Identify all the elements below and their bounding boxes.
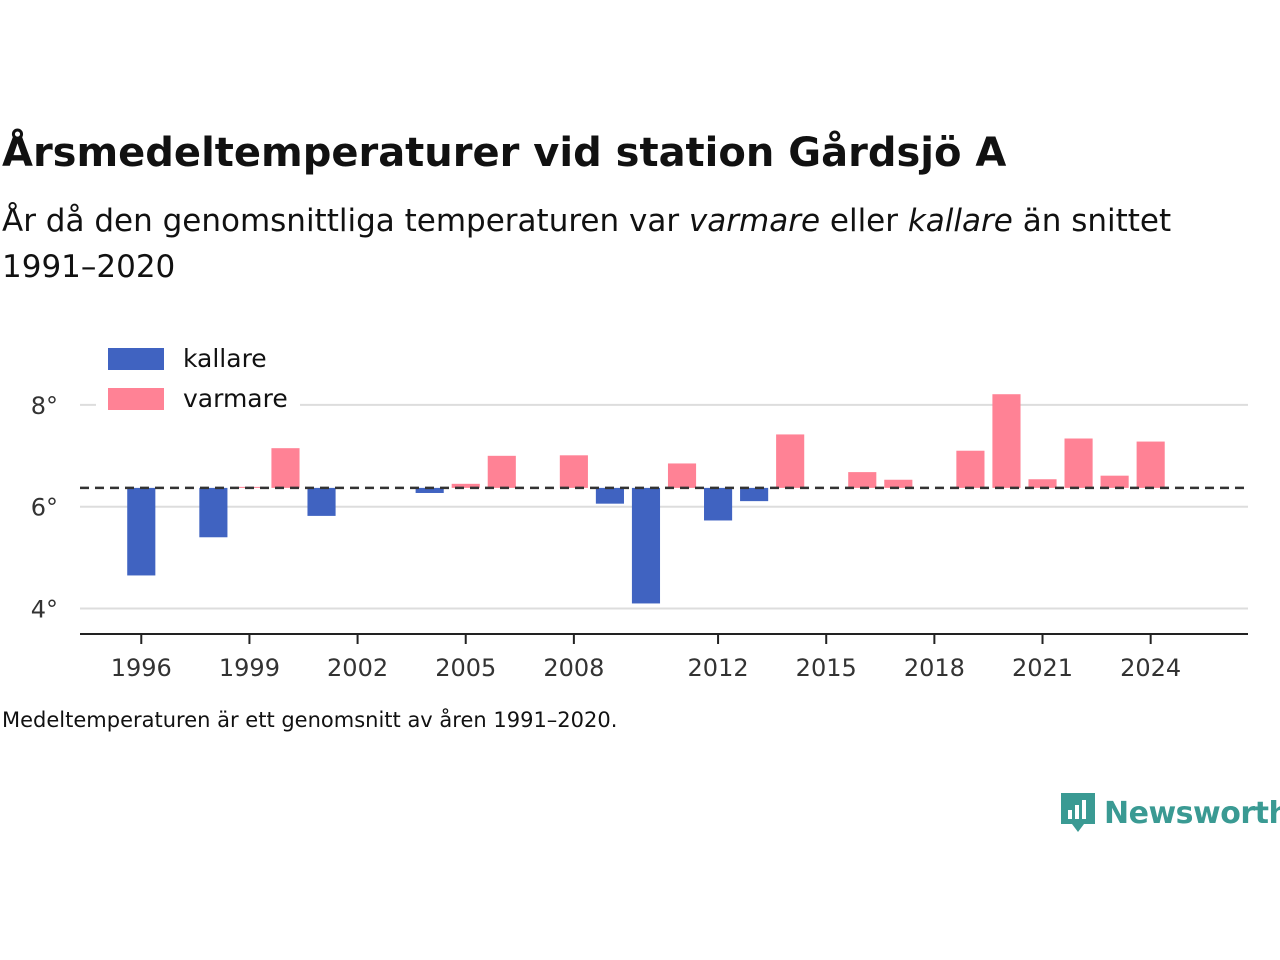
x-tick-label: 2015 <box>796 654 857 682</box>
subtitle-text-end: än snittet 1991–2020 <box>2 203 1172 285</box>
bar-2012 <box>704 487 733 521</box>
gridlines <box>80 403 1248 610</box>
x-tick-label: 2005 <box>435 654 496 682</box>
legend-label-varmare: varmare <box>183 384 288 413</box>
bar-2017 <box>884 479 913 488</box>
chart-subtitle: År då den genomsnittliga temperaturen va… <box>2 198 1202 290</box>
temperature-bar-chart: 4° 6° 8° 1996 1999 2002 2005 2008 2012 2015 2018 2… <box>31 338 1248 682</box>
bar-2024 <box>1136 441 1165 488</box>
x-tick-label: 2012 <box>688 654 749 682</box>
y-tick-label: 4° <box>31 596 58 624</box>
chart-title: Årsmedeltemperaturer vid station Gårdsjö… <box>2 130 1007 176</box>
bar-2005 <box>451 483 480 488</box>
footnote: Medeltemperaturen är ett genomsnitt av å… <box>2 708 618 732</box>
bar-2022 <box>1064 438 1093 488</box>
x-tick-label: 2018 <box>904 654 965 682</box>
bar-1996 <box>127 487 156 576</box>
subtitle-text-start: År då den genomsnittliga temperaturen va… <box>2 203 689 239</box>
bar-2001 <box>307 487 336 516</box>
y-tick-label: 6° <box>31 494 58 522</box>
x-tick-label: 2002 <box>327 654 388 682</box>
brand-name: Newsworthy <box>1104 795 1280 831</box>
bar-2009 <box>595 487 624 504</box>
legend-swatch-varmare <box>108 388 164 410</box>
subtitle-warm-word: varmare <box>688 203 821 239</box>
legend: kallare varmare <box>96 338 300 422</box>
x-tick-label: 2024 <box>1120 654 1181 682</box>
y-tick-label: 8° <box>31 392 58 420</box>
x-tick-label: 1996 <box>111 654 172 682</box>
newsworthy-logo-icon <box>1061 793 1095 832</box>
bar-2021 <box>1028 479 1057 488</box>
bar-2023 <box>1100 475 1129 488</box>
legend-swatch-kallare <box>108 348 164 370</box>
bar-2013 <box>740 487 769 502</box>
bars <box>127 394 1165 604</box>
bar-2000 <box>271 448 300 488</box>
bar-2006 <box>487 455 516 488</box>
subtitle-text-mid: eller <box>820 203 908 239</box>
subtitle-cold-word: kallare <box>907 203 1013 239</box>
bar-2014 <box>776 434 805 488</box>
bar-2010 <box>631 487 661 604</box>
legend-label-kallare: kallare <box>183 344 267 373</box>
bar-2011 <box>667 463 697 488</box>
newsworthy-brand[interactable]: Newsworthy <box>1058 790 1280 836</box>
bar-2004 <box>415 487 444 493</box>
bar-2019 <box>956 450 985 488</box>
x-axis-ticks: 1996 1999 2002 2005 2008 2012 2015 2018 2021 2024 <box>111 634 1181 682</box>
x-tick-label: 1999 <box>219 654 280 682</box>
x-tick-label: 2008 <box>543 654 604 682</box>
y-axis-ticks: 4° 6° 8° <box>31 392 58 624</box>
bar-2020 <box>992 394 1021 488</box>
bar-1998 <box>199 487 228 538</box>
bar-2008 <box>559 455 588 488</box>
x-tick-label: 2021 <box>1012 654 1073 682</box>
bar-2016 <box>848 472 877 488</box>
